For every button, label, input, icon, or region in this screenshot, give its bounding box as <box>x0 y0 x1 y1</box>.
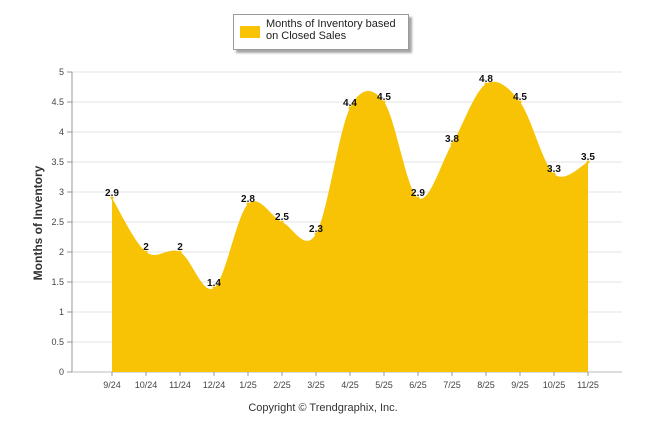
data-labels: 2.9 2 2 1.4 2.8 2.5 2.3 4.4 4.5 2.9 3.8 4.8 4.5 3.3 3.… <box>105 74 595 289</box>
x-tick-label: 9/24 <box>103 380 121 390</box>
y-tick-label: 3.5 <box>51 157 64 167</box>
data-label: 2.5 <box>275 212 289 223</box>
y-tick-label: 5 <box>59 67 64 77</box>
y-tick-label: 1 <box>59 307 64 317</box>
copyright-footer: Copyright © Trendgraphix, Inc. <box>248 402 398 414</box>
area-fill <box>112 81 588 372</box>
data-label: 2.9 <box>411 188 425 199</box>
x-tick-label: 6/25 <box>409 380 427 390</box>
x-tick-label: 1/25 <box>239 380 257 390</box>
data-label: 2 <box>177 242 183 253</box>
data-label: 3.5 <box>581 152 595 163</box>
data-point-3/25 <box>314 232 318 236</box>
data-point-11/24 <box>178 250 182 254</box>
y-tick-label: 0.5 <box>51 337 64 347</box>
legend: Months of Inventory based on Closed Sale… <box>233 14 409 50</box>
data-label: 1.4 <box>207 278 221 289</box>
data-point-6/25 <box>416 196 420 200</box>
x-tick-label: 11/25 <box>577 380 599 390</box>
data-point-2/25 <box>280 220 284 224</box>
y-tick-label: 4 <box>59 127 64 137</box>
data-point-7/25 <box>450 142 454 146</box>
data-label: 2.8 <box>241 194 255 205</box>
data-label: 3.8 <box>445 134 459 145</box>
data-label: 4.8 <box>479 74 493 85</box>
data-label: 2.3 <box>309 224 323 235</box>
x-tick-label: 10/24 <box>135 380 158 390</box>
data-point-10/25 <box>552 172 556 176</box>
data-point-12/24 <box>212 286 216 290</box>
data-point-1/25 <box>246 202 250 206</box>
data-point-9/25 <box>518 100 522 104</box>
data-point-4/25 <box>348 106 352 110</box>
x-tick-label: 9/25 <box>511 380 529 390</box>
data-label: 4.4 <box>343 98 357 109</box>
y-tick-label: 2 <box>59 247 64 257</box>
legend-swatch <box>240 26 260 38</box>
data-point-11/25 <box>586 160 590 164</box>
y-tick-label: 4.5 <box>51 97 64 107</box>
data-point-8/25 <box>484 82 488 86</box>
data-point-5/25 <box>382 100 386 104</box>
y-tick-label: 2.5 <box>51 217 64 227</box>
data-label: 2 <box>143 242 149 253</box>
legend-label: Months of Inventory based on Closed Sale… <box>266 18 396 42</box>
y-tick-label: 0 <box>59 367 64 377</box>
x-tick-label: 8/25 <box>477 380 495 390</box>
x-tick-label: 7/25 <box>443 380 461 390</box>
y-tick-label: 3 <box>59 187 64 197</box>
data-label: 3.3 <box>547 164 561 175</box>
data-point-10/24 <box>144 250 148 254</box>
data-label: 4.5 <box>377 92 391 103</box>
x-tick-label: 3/25 <box>307 380 325 390</box>
x-tick-label: 12/24 <box>203 380 226 390</box>
y-axis-title: Months of Inventory <box>31 165 45 280</box>
x-tick-label: 11/24 <box>169 380 191 390</box>
x-tick-label: 4/25 <box>341 380 359 390</box>
y-tick-label: 1.5 <box>51 277 64 287</box>
data-label: 4.5 <box>513 92 527 103</box>
area-series <box>110 81 590 372</box>
data-point-9/24 <box>110 196 114 200</box>
x-tick-label: 10/25 <box>543 380 566 390</box>
x-tick-label: 5/25 <box>375 380 393 390</box>
data-label: 2.9 <box>105 188 119 199</box>
y-axis-ticks: 0 0.5 1 1.5 2 2.5 3 3.5 4 4.5 5 <box>51 67 72 377</box>
x-tick-label: 2/25 <box>273 380 291 390</box>
x-axis-ticks: 9/24 10/24 11/24 12/24 1/25 2/25 3/25 4/25 5/25 6… <box>103 372 599 390</box>
